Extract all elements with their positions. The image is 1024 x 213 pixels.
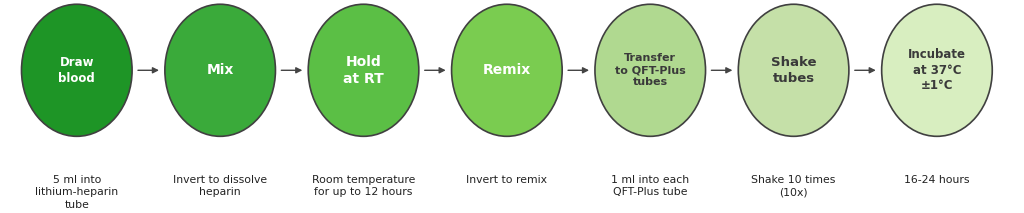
Ellipse shape [738,4,849,136]
Text: Shake 10 times
(10x): Shake 10 times (10x) [752,175,836,197]
Text: Invert to dissolve
heparin: Invert to dissolve heparin [173,175,267,197]
Ellipse shape [452,4,562,136]
Text: Shake
tubes: Shake tubes [771,56,816,85]
Text: Mix: Mix [207,63,233,77]
Ellipse shape [165,4,275,136]
Text: Remix: Remix [482,63,531,77]
Ellipse shape [308,4,419,136]
Text: Draw
blood: Draw blood [58,56,95,85]
Text: Transfer
to QFT-Plus
tubes: Transfer to QFT-Plus tubes [614,53,686,87]
Text: Incubate
at 37°C
±1°C: Incubate at 37°C ±1°C [908,48,966,92]
Ellipse shape [595,4,706,136]
Text: Hold
at RT: Hold at RT [343,55,384,86]
Text: 16-24 hours: 16-24 hours [904,175,970,185]
Text: 5 ml into
lithium-heparin
tube: 5 ml into lithium-heparin tube [35,175,119,210]
Ellipse shape [22,4,132,136]
Text: 1 ml into each
QFT-Plus tube: 1 ml into each QFT-Plus tube [611,175,689,197]
Text: Invert to remix: Invert to remix [466,175,548,185]
Ellipse shape [882,4,992,136]
Text: Room temperature
for up to 12 hours: Room temperature for up to 12 hours [312,175,415,197]
